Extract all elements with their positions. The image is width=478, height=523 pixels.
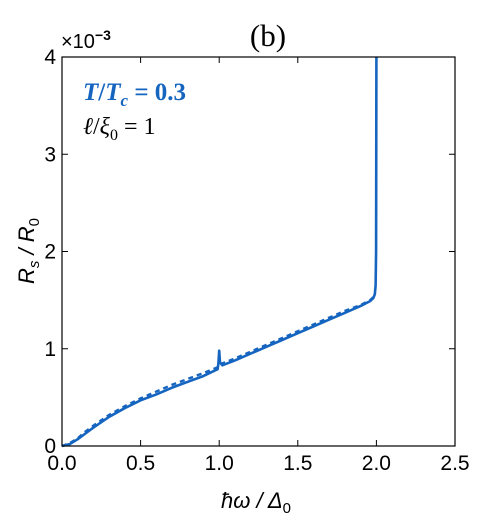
- plot-frame: [61, 56, 456, 447]
- curves: [61, 56, 378, 448]
- y-tick-label: 4: [44, 46, 56, 69]
- y-axis-label: Rs / R0: [14, 218, 43, 284]
- x-tick-label: 0.5: [126, 452, 155, 475]
- panel-label: (b): [250, 18, 286, 53]
- x-tick-label: 0.0: [47, 452, 76, 475]
- ticks: 0.0 0.5 1.0 1.5 2.0 2.5 0 1 2 3 4: [44, 46, 469, 475]
- x-tick-label: 1.0: [205, 452, 234, 475]
- x-tick-label: 2.0: [362, 452, 391, 475]
- y-tick-label: 3: [44, 143, 56, 166]
- annotation-temperature: T/Tc = 0.3: [83, 79, 186, 110]
- y-tick-label: 1: [44, 338, 56, 361]
- y-multiplier: ×10−3: [61, 27, 111, 53]
- x-axis-label: ħω / Δ0: [221, 488, 291, 517]
- y-tick-label: 0: [44, 435, 56, 458]
- series-line-dashed: [61, 296, 375, 448]
- x-tick-label: 1.5: [283, 452, 312, 475]
- annotation-mean-free-path: ℓ/ξ0 = 1: [83, 114, 156, 144]
- y-tick-label: 2: [44, 241, 56, 264]
- x-tick-label: 2.5: [440, 452, 469, 475]
